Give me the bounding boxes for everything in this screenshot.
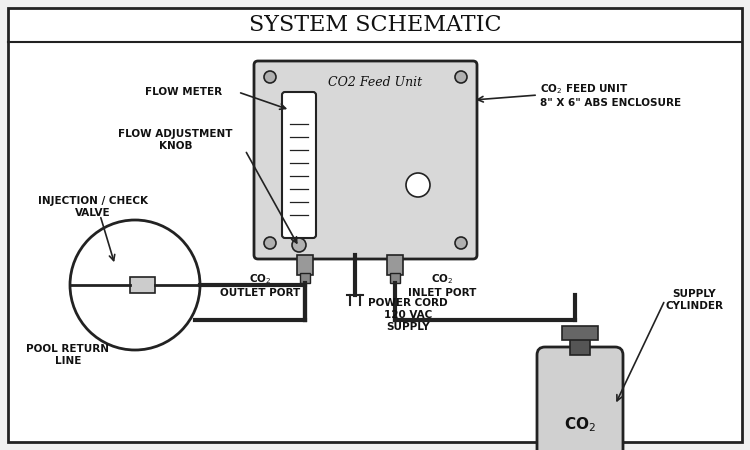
Bar: [130, 277, 155, 293]
FancyBboxPatch shape: [254, 61, 477, 259]
Text: FLOW METER: FLOW METER: [145, 87, 222, 97]
Text: POOL RETURN
LINE: POOL RETURN LINE: [26, 344, 109, 366]
Circle shape: [455, 237, 467, 249]
Text: POWER CORD
120 VAC
SUPPLY: POWER CORD 120 VAC SUPPLY: [368, 298, 448, 332]
FancyBboxPatch shape: [537, 347, 623, 450]
FancyBboxPatch shape: [282, 92, 316, 238]
Text: CO2 Feed Unit: CO2 Feed Unit: [328, 76, 422, 90]
Text: CO$_2$: CO$_2$: [564, 416, 596, 434]
Text: INJECTION / CHECK
VALVE: INJECTION / CHECK VALVE: [38, 196, 148, 218]
Text: CO$_2$
INLET PORT: CO$_2$ INLET PORT: [408, 272, 476, 298]
Text: SUPPLY
CYLINDER: SUPPLY CYLINDER: [665, 289, 723, 311]
Text: CO$_2$ FEED UNIT
8" X 6" ABS ENCLOSURE: CO$_2$ FEED UNIT 8" X 6" ABS ENCLOSURE: [540, 82, 681, 108]
Bar: [390, 273, 400, 283]
Bar: [387, 255, 403, 275]
Circle shape: [292, 238, 306, 252]
Text: SYSTEM SCHEMATIC: SYSTEM SCHEMATIC: [249, 14, 501, 36]
Text: CO$_2$
OUTLET PORT: CO$_2$ OUTLET PORT: [220, 272, 300, 298]
Circle shape: [70, 220, 200, 350]
Circle shape: [455, 71, 467, 83]
Bar: [297, 255, 313, 275]
Bar: [300, 273, 310, 283]
Text: FLOW ADJUSTMENT
KNOB: FLOW ADJUSTMENT KNOB: [118, 129, 232, 151]
Circle shape: [406, 173, 430, 197]
Circle shape: [264, 71, 276, 83]
Bar: [562, 326, 598, 340]
Bar: [570, 337, 590, 355]
Circle shape: [264, 237, 276, 249]
